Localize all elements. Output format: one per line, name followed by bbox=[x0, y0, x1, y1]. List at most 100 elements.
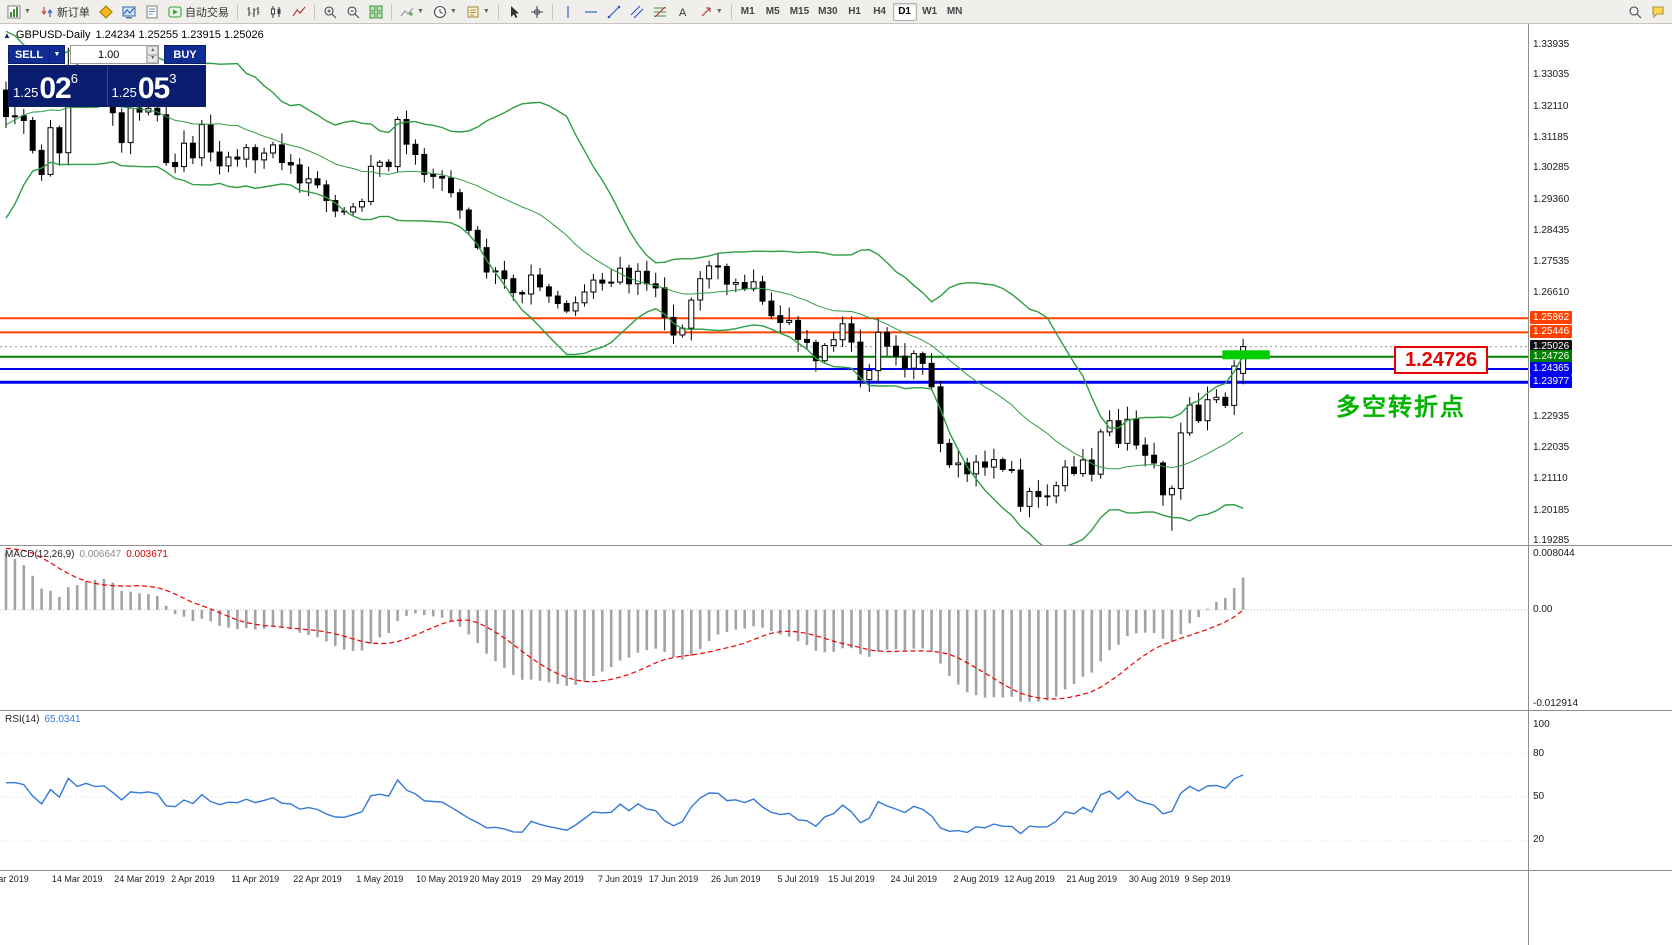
date-axis-label: 7 Jun 2019 bbox=[597, 874, 643, 884]
indicators-icon bbox=[400, 7, 414, 16]
community-chat-button[interactable] bbox=[1647, 2, 1669, 22]
indicators-button[interactable]: ▼ bbox=[396, 2, 428, 22]
search-button[interactable] bbox=[1624, 2, 1646, 22]
toolbar-separator bbox=[390, 3, 392, 20]
ask-price[interactable]: 1.25 05 3 bbox=[106, 66, 205, 106]
chevron-down-icon: ▼ bbox=[482, 7, 490, 15]
bid-price-point: 6 bbox=[70, 71, 78, 86]
bar-chart-button[interactable] bbox=[242, 2, 264, 22]
zoom-in-icon bbox=[324, 5, 337, 18]
volume-input[interactable] bbox=[71, 46, 147, 63]
bid-price[interactable]: 1.25 02 6 bbox=[9, 66, 107, 106]
timeframe-w1-button[interactable]: W1 bbox=[918, 3, 942, 21]
price-axis-label: 80 bbox=[1533, 747, 1545, 759]
turning-point-annotation[interactable]: 多空转折点 bbox=[1336, 394, 1466, 421]
price-tag: 1.23977 bbox=[1530, 375, 1573, 389]
panel-separator[interactable] bbox=[0, 710, 1672, 711]
trendline-button[interactable] bbox=[603, 2, 625, 22]
volume-down-button[interactable]: ▼ bbox=[147, 54, 158, 63]
channel-button[interactable] bbox=[626, 2, 648, 22]
candlestick-chart-icon bbox=[270, 5, 281, 18]
buy-button[interactable]: BUY bbox=[164, 45, 206, 64]
rsi-indicator-panel[interactable] bbox=[0, 711, 1528, 870]
candlestick-chart-button[interactable] bbox=[265, 2, 287, 22]
periods-button[interactable]: ▼ bbox=[429, 2, 461, 22]
toolbar-separator bbox=[236, 3, 238, 20]
price-annotation-box[interactable]: 1.24726 bbox=[1394, 346, 1489, 374]
cursor-button[interactable] bbox=[503, 2, 525, 22]
timeframe-mn-button[interactable]: MN bbox=[943, 3, 967, 21]
sell-button[interactable]: SELL bbox=[8, 45, 50, 64]
market-watch-button[interactable] bbox=[95, 2, 117, 22]
chevron-down-icon: ▼ bbox=[416, 7, 424, 15]
volume-spinner: ▲ ▼ bbox=[146, 46, 158, 63]
new-order-button[interactable]: 新订单 bbox=[36, 2, 94, 22]
date-axis-label: 26 Jun 2019 bbox=[711, 874, 761, 884]
price-axis-label: 1.33035 bbox=[1533, 69, 1570, 81]
zoom-in-button[interactable] bbox=[319, 2, 341, 22]
panel-separator[interactable] bbox=[0, 870, 1672, 871]
horizontal-line-button[interactable] bbox=[580, 2, 602, 22]
date-axis-label: 1 May 2019 bbox=[356, 874, 404, 884]
panel-separator[interactable] bbox=[0, 545, 1672, 546]
metaeditor-button[interactable] bbox=[141, 2, 163, 22]
date-axis-label: 4 Mar 2019 bbox=[0, 874, 29, 884]
chat-bubble-icon bbox=[1652, 5, 1664, 18]
date-axis-label: 29 May 2019 bbox=[531, 874, 584, 884]
timeframe-m15-button[interactable]: M15 bbox=[786, 3, 813, 21]
new-chart-button[interactable]: ▼ bbox=[3, 2, 35, 22]
order-type-dropdown[interactable]: ▼ bbox=[50, 45, 65, 64]
timeframe-m5-button[interactable]: M5 bbox=[761, 3, 785, 21]
date-axis-label: 30 Aug 2019 bbox=[1128, 874, 1180, 884]
one-click-collapse-icon[interactable]: ▲ bbox=[3, 30, 11, 40]
bar-chart-icon bbox=[247, 6, 260, 17]
autotrading-play-icon bbox=[168, 5, 182, 18]
date-axis-label: 15 Jul 2019 bbox=[828, 874, 875, 884]
timeframe-h4-button[interactable]: H4 bbox=[868, 3, 892, 21]
text-tool-button[interactable]: A bbox=[672, 2, 694, 22]
autotrading-button[interactable]: 自动交易 bbox=[164, 2, 233, 22]
volume-up-button[interactable]: ▲ bbox=[147, 46, 158, 55]
symbol-period-label: GBPUSD-Daily bbox=[15, 29, 91, 41]
date-axis-label: 14 Mar 2019 bbox=[51, 874, 103, 884]
timeframe-h1-button[interactable]: H1 bbox=[843, 3, 867, 21]
zoom-out-button[interactable] bbox=[342, 2, 364, 22]
price-axis-label: 1.31185 bbox=[1533, 131, 1569, 143]
timeframe-group: M1 M5 M15 M30 H1 H4 D1 W1 MN bbox=[736, 2, 967, 21]
crosshair-button[interactable] bbox=[526, 2, 548, 22]
tile-windows-button[interactable] bbox=[365, 2, 387, 22]
price-axis-label: 1.26610 bbox=[1533, 286, 1570, 298]
date-axis-label: 12 Aug 2019 bbox=[1004, 874, 1055, 884]
fibonacci-button[interactable] bbox=[649, 2, 671, 22]
one-click-controls: SELL ▼ ▲ ▼ BUY bbox=[8, 45, 206, 64]
chevron-down-icon: ▼ bbox=[715, 7, 723, 15]
chevron-down-icon: ▼ bbox=[24, 7, 31, 15]
date-axis[interactable]: 4 Mar 2019 14 Mar 2019 24 Mar 2019 2 Apr 20… bbox=[0, 871, 1528, 889]
arrows-tool-button[interactable]: ▼ bbox=[695, 2, 727, 22]
vertical-line-icon bbox=[567, 5, 569, 18]
templates-button[interactable]: ▼ bbox=[462, 2, 494, 22]
date-axis-label: 11 Apr 2019 bbox=[231, 874, 280, 884]
line-chart-button[interactable] bbox=[288, 2, 310, 22]
macd-main-value: 0.006647 bbox=[79, 549, 122, 560]
text-tool-icon: A bbox=[679, 7, 687, 19]
profiles-button[interactable] bbox=[118, 2, 140, 22]
chevron-down-icon: ▼ bbox=[449, 7, 457, 15]
vertical-line-button[interactable] bbox=[557, 2, 579, 22]
timeframe-d1-button[interactable]: D1 bbox=[892, 2, 917, 21]
new-order-icon bbox=[41, 6, 53, 17]
main-price-chart[interactable] bbox=[0, 24, 1528, 545]
templates-icon bbox=[467, 5, 479, 18]
timeframe-m30-button[interactable]: M30 bbox=[814, 3, 841, 21]
price-axis-label: 100 bbox=[1533, 719, 1550, 730]
price-axis[interactable]: 1.33935 1.33035 1.32110 1.31185 1.30285 1.293… bbox=[1528, 24, 1672, 945]
price-axis-label: 1.32110 bbox=[1533, 100, 1569, 112]
bid-price-major: 1.25 bbox=[13, 85, 39, 100]
macd-indicator-panel[interactable] bbox=[0, 546, 1528, 710]
toolbar-separator bbox=[497, 3, 499, 20]
price-axis-label: -0.012914 bbox=[1533, 697, 1579, 709]
price-tag: 1.25446 bbox=[1530, 325, 1573, 339]
timeframe-m1-button[interactable]: M1 bbox=[736, 3, 760, 21]
price-axis-label: 1.33935 bbox=[1533, 38, 1570, 50]
ask-price-pips: 05 bbox=[137, 72, 170, 105]
